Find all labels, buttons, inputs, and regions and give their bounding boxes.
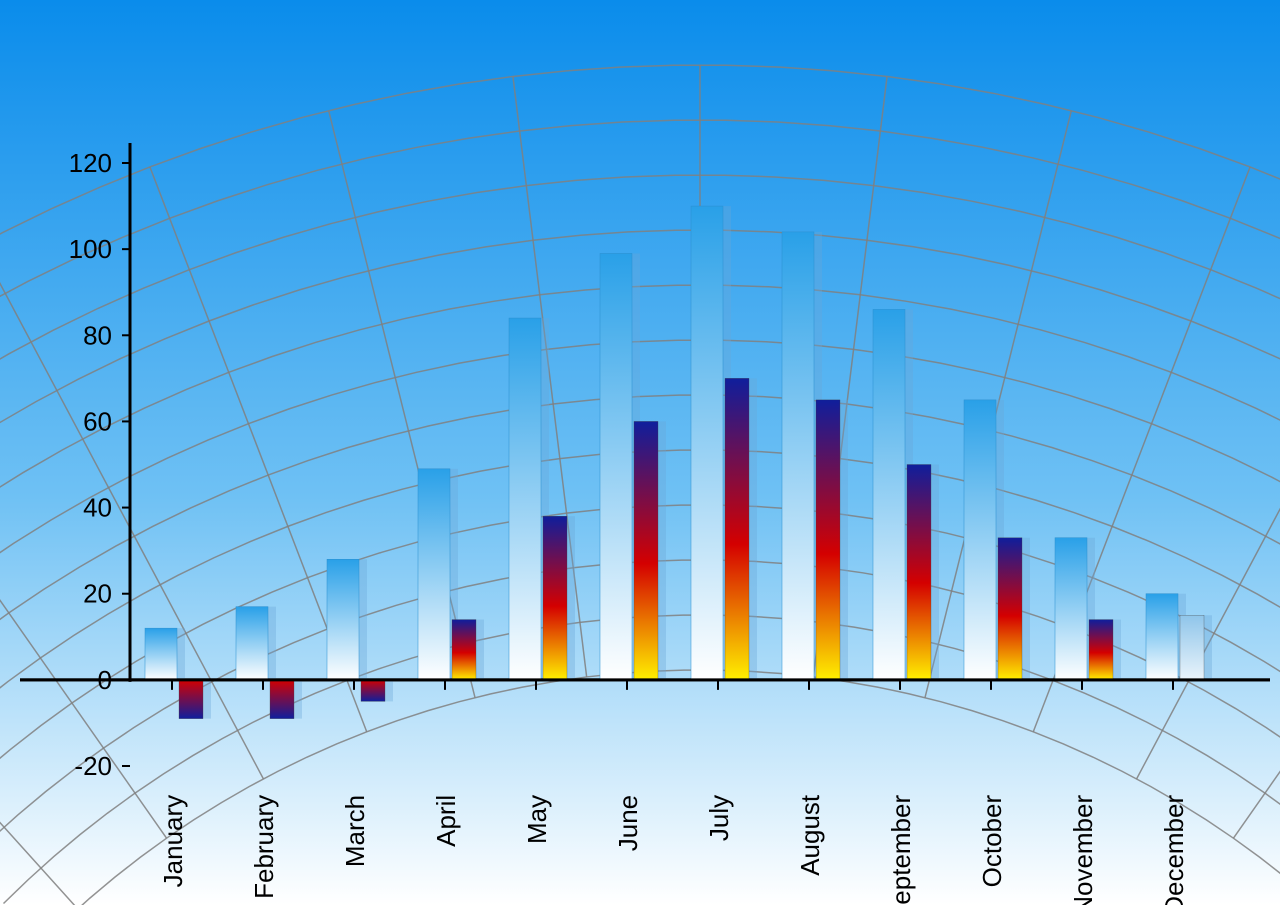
y-tick-label: 40 <box>83 493 112 523</box>
secondary-bar <box>270 680 294 719</box>
x-category-label: September <box>886 795 916 905</box>
x-category-label: May <box>522 795 552 844</box>
secondary-bar <box>361 680 385 702</box>
primary-bar <box>600 253 632 679</box>
secondary-bar <box>543 516 567 680</box>
primary-bar <box>509 318 541 680</box>
y-tick-label: 60 <box>83 406 112 436</box>
y-tick-label: -20 <box>74 751 112 781</box>
secondary-bar <box>907 465 931 680</box>
x-category-label: February <box>249 795 279 899</box>
primary-bar <box>236 607 268 680</box>
secondary-bar <box>725 378 749 680</box>
y-tick-label: 100 <box>69 234 112 264</box>
primary-bar <box>327 559 359 680</box>
y-tick-label: 80 <box>83 320 112 350</box>
x-category-label: April <box>431 795 461 847</box>
secondary-bar <box>179 680 203 719</box>
secondary-bar <box>1180 615 1204 680</box>
x-category-label: August <box>795 794 825 876</box>
x-category-label: January <box>158 795 188 888</box>
secondary-bar <box>1089 620 1113 680</box>
secondary-bar <box>452 620 476 680</box>
bar-chart: -20020406080100120JanuaryFebruaryMarchAp… <box>0 0 1280 905</box>
y-tick-label: 20 <box>83 579 112 609</box>
x-category-label: November <box>1068 795 1098 905</box>
x-category-label: July <box>704 795 734 841</box>
secondary-bar <box>816 400 840 680</box>
chart-stage: -20020406080100120JanuaryFebruaryMarchAp… <box>0 0 1280 905</box>
x-category-label: June <box>613 795 643 851</box>
primary-bar <box>691 206 723 680</box>
x-category-label: October <box>977 795 1007 888</box>
x-category-label: December <box>1159 795 1189 905</box>
primary-bar <box>145 628 177 680</box>
primary-bar <box>1146 594 1178 680</box>
primary-bar <box>782 232 814 680</box>
primary-bar <box>1055 538 1087 680</box>
secondary-bar <box>634 421 658 679</box>
primary-bar <box>418 469 450 680</box>
primary-bar <box>873 309 905 679</box>
x-category-label: March <box>340 795 370 867</box>
primary-bar <box>964 400 996 680</box>
secondary-bar <box>998 538 1022 680</box>
y-tick-label: 120 <box>69 148 112 178</box>
